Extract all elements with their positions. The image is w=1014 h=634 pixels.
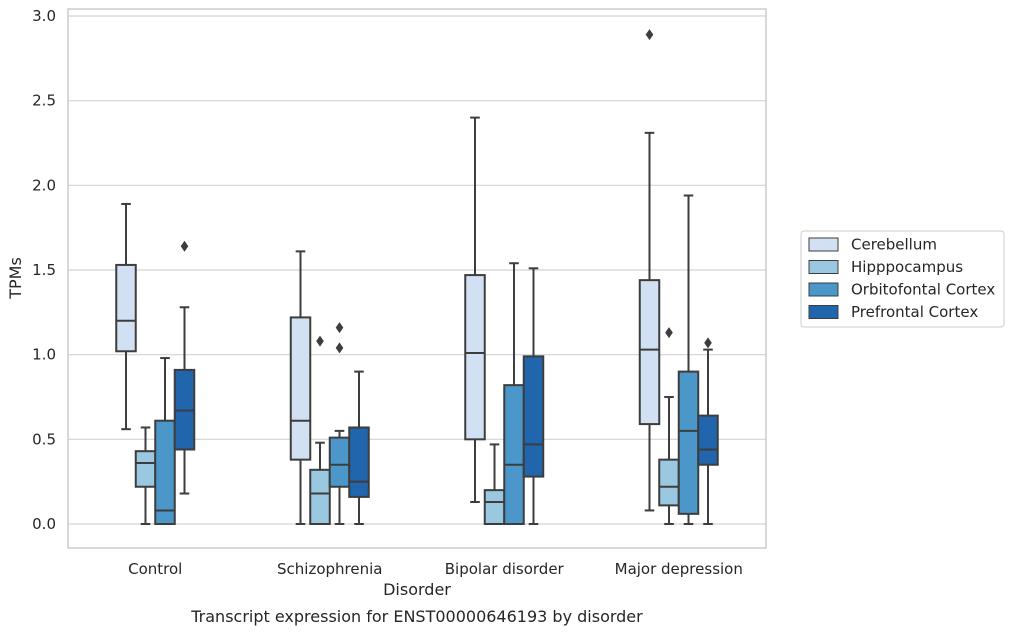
box-schizophrenia-orbitofontal-cortex bbox=[328, 322, 351, 525]
box-bipolar-disorder-orbitofontal-cortex bbox=[503, 262, 525, 525]
legend-label: Prefrontal Cortex bbox=[851, 303, 978, 321]
y-axis-title: TPMs bbox=[6, 257, 25, 300]
legend-swatch bbox=[808, 282, 839, 297]
box bbox=[658, 458, 680, 507]
legend-swatch bbox=[808, 305, 839, 319]
outlier-point bbox=[704, 337, 712, 349]
legend-frame bbox=[800, 230, 1005, 328]
box bbox=[697, 414, 719, 466]
x-tick-label: Major depression bbox=[615, 560, 743, 578]
legend: Cerebellum Hipppocampus Orbitofontal Corte… bbox=[800, 230, 1005, 328]
x-axis-ticks: Control Schizophrenia Bipolar disorder Majo… bbox=[128, 560, 743, 578]
box bbox=[309, 468, 331, 525]
outlier-point bbox=[335, 342, 344, 354]
plot-boxes bbox=[115, 29, 719, 525]
box-major-depression-orbitofontal-cortex bbox=[677, 194, 700, 525]
chart-caption: Transcript expression for ENST0000064619… bbox=[190, 607, 643, 626]
box-schizophrenia-hipppocampus bbox=[309, 335, 331, 525]
box bbox=[522, 355, 545, 478]
box-bipolar-disorder-cerebellum bbox=[464, 116, 486, 503]
box bbox=[348, 426, 370, 498]
box bbox=[328, 436, 351, 488]
box bbox=[134, 450, 157, 488]
box bbox=[154, 419, 176, 525]
y-axis-ticks: 0.0 0.5 1.0 1.5 2.0 2.5 3.0 bbox=[32, 7, 56, 533]
y-tick-label: 1.5 bbox=[32, 261, 56, 279]
box-bipolar-disorder-hipppocampus bbox=[483, 443, 506, 525]
outlier-point bbox=[645, 29, 654, 41]
x-tick-label: Schizophrenia bbox=[277, 560, 382, 578]
y-tick-label: 1.0 bbox=[32, 346, 56, 364]
box-schizophrenia-prefrontal-cortex bbox=[348, 370, 370, 525]
box bbox=[289, 316, 312, 461]
box-control-prefrontal-cortex bbox=[173, 240, 196, 495]
y-tick-label: 0.0 bbox=[32, 515, 56, 533]
outlier-point bbox=[335, 322, 344, 334]
plot-frame bbox=[67, 8, 767, 549]
box-schizophrenia-cerebellum bbox=[289, 250, 312, 525]
box-control-cerebellum bbox=[115, 202, 137, 431]
box-major-depression-hipppocampus bbox=[658, 327, 680, 525]
outlier-point bbox=[180, 240, 189, 252]
outlier-point bbox=[316, 335, 324, 347]
box-bipolar-disorder-prefrontal-cortex bbox=[522, 267, 545, 525]
box bbox=[464, 274, 486, 441]
outlier-point bbox=[665, 327, 673, 339]
x-tick-label: Bipolar disorder bbox=[445, 560, 565, 578]
box bbox=[483, 489, 506, 525]
legend-label: Cerebellum bbox=[851, 236, 937, 254]
box bbox=[677, 370, 700, 515]
y-tick-label: 3.0 bbox=[32, 7, 56, 25]
legend-swatch bbox=[808, 237, 839, 252]
y-tick-label: 2.0 bbox=[32, 176, 56, 194]
box-major-depression-prefrontal-cortex bbox=[697, 337, 719, 525]
x-tick-label: Control bbox=[128, 560, 182, 578]
legend-label: Hipppocampus bbox=[851, 258, 963, 276]
y-tick-label: 2.5 bbox=[32, 92, 56, 110]
legend-swatch bbox=[808, 260, 839, 274]
box bbox=[638, 279, 661, 426]
box bbox=[503, 384, 525, 525]
legend-label: Orbitofontal Cortex bbox=[851, 281, 995, 299]
box bbox=[115, 263, 137, 353]
y-tick-label: 0.5 bbox=[32, 430, 56, 448]
box-control-hipppocampus bbox=[134, 426, 157, 525]
box-major-depression-cerebellum bbox=[638, 29, 661, 512]
box-control-orbitofontal-cortex bbox=[154, 357, 176, 525]
x-axis-title: Disorder bbox=[383, 580, 451, 599]
